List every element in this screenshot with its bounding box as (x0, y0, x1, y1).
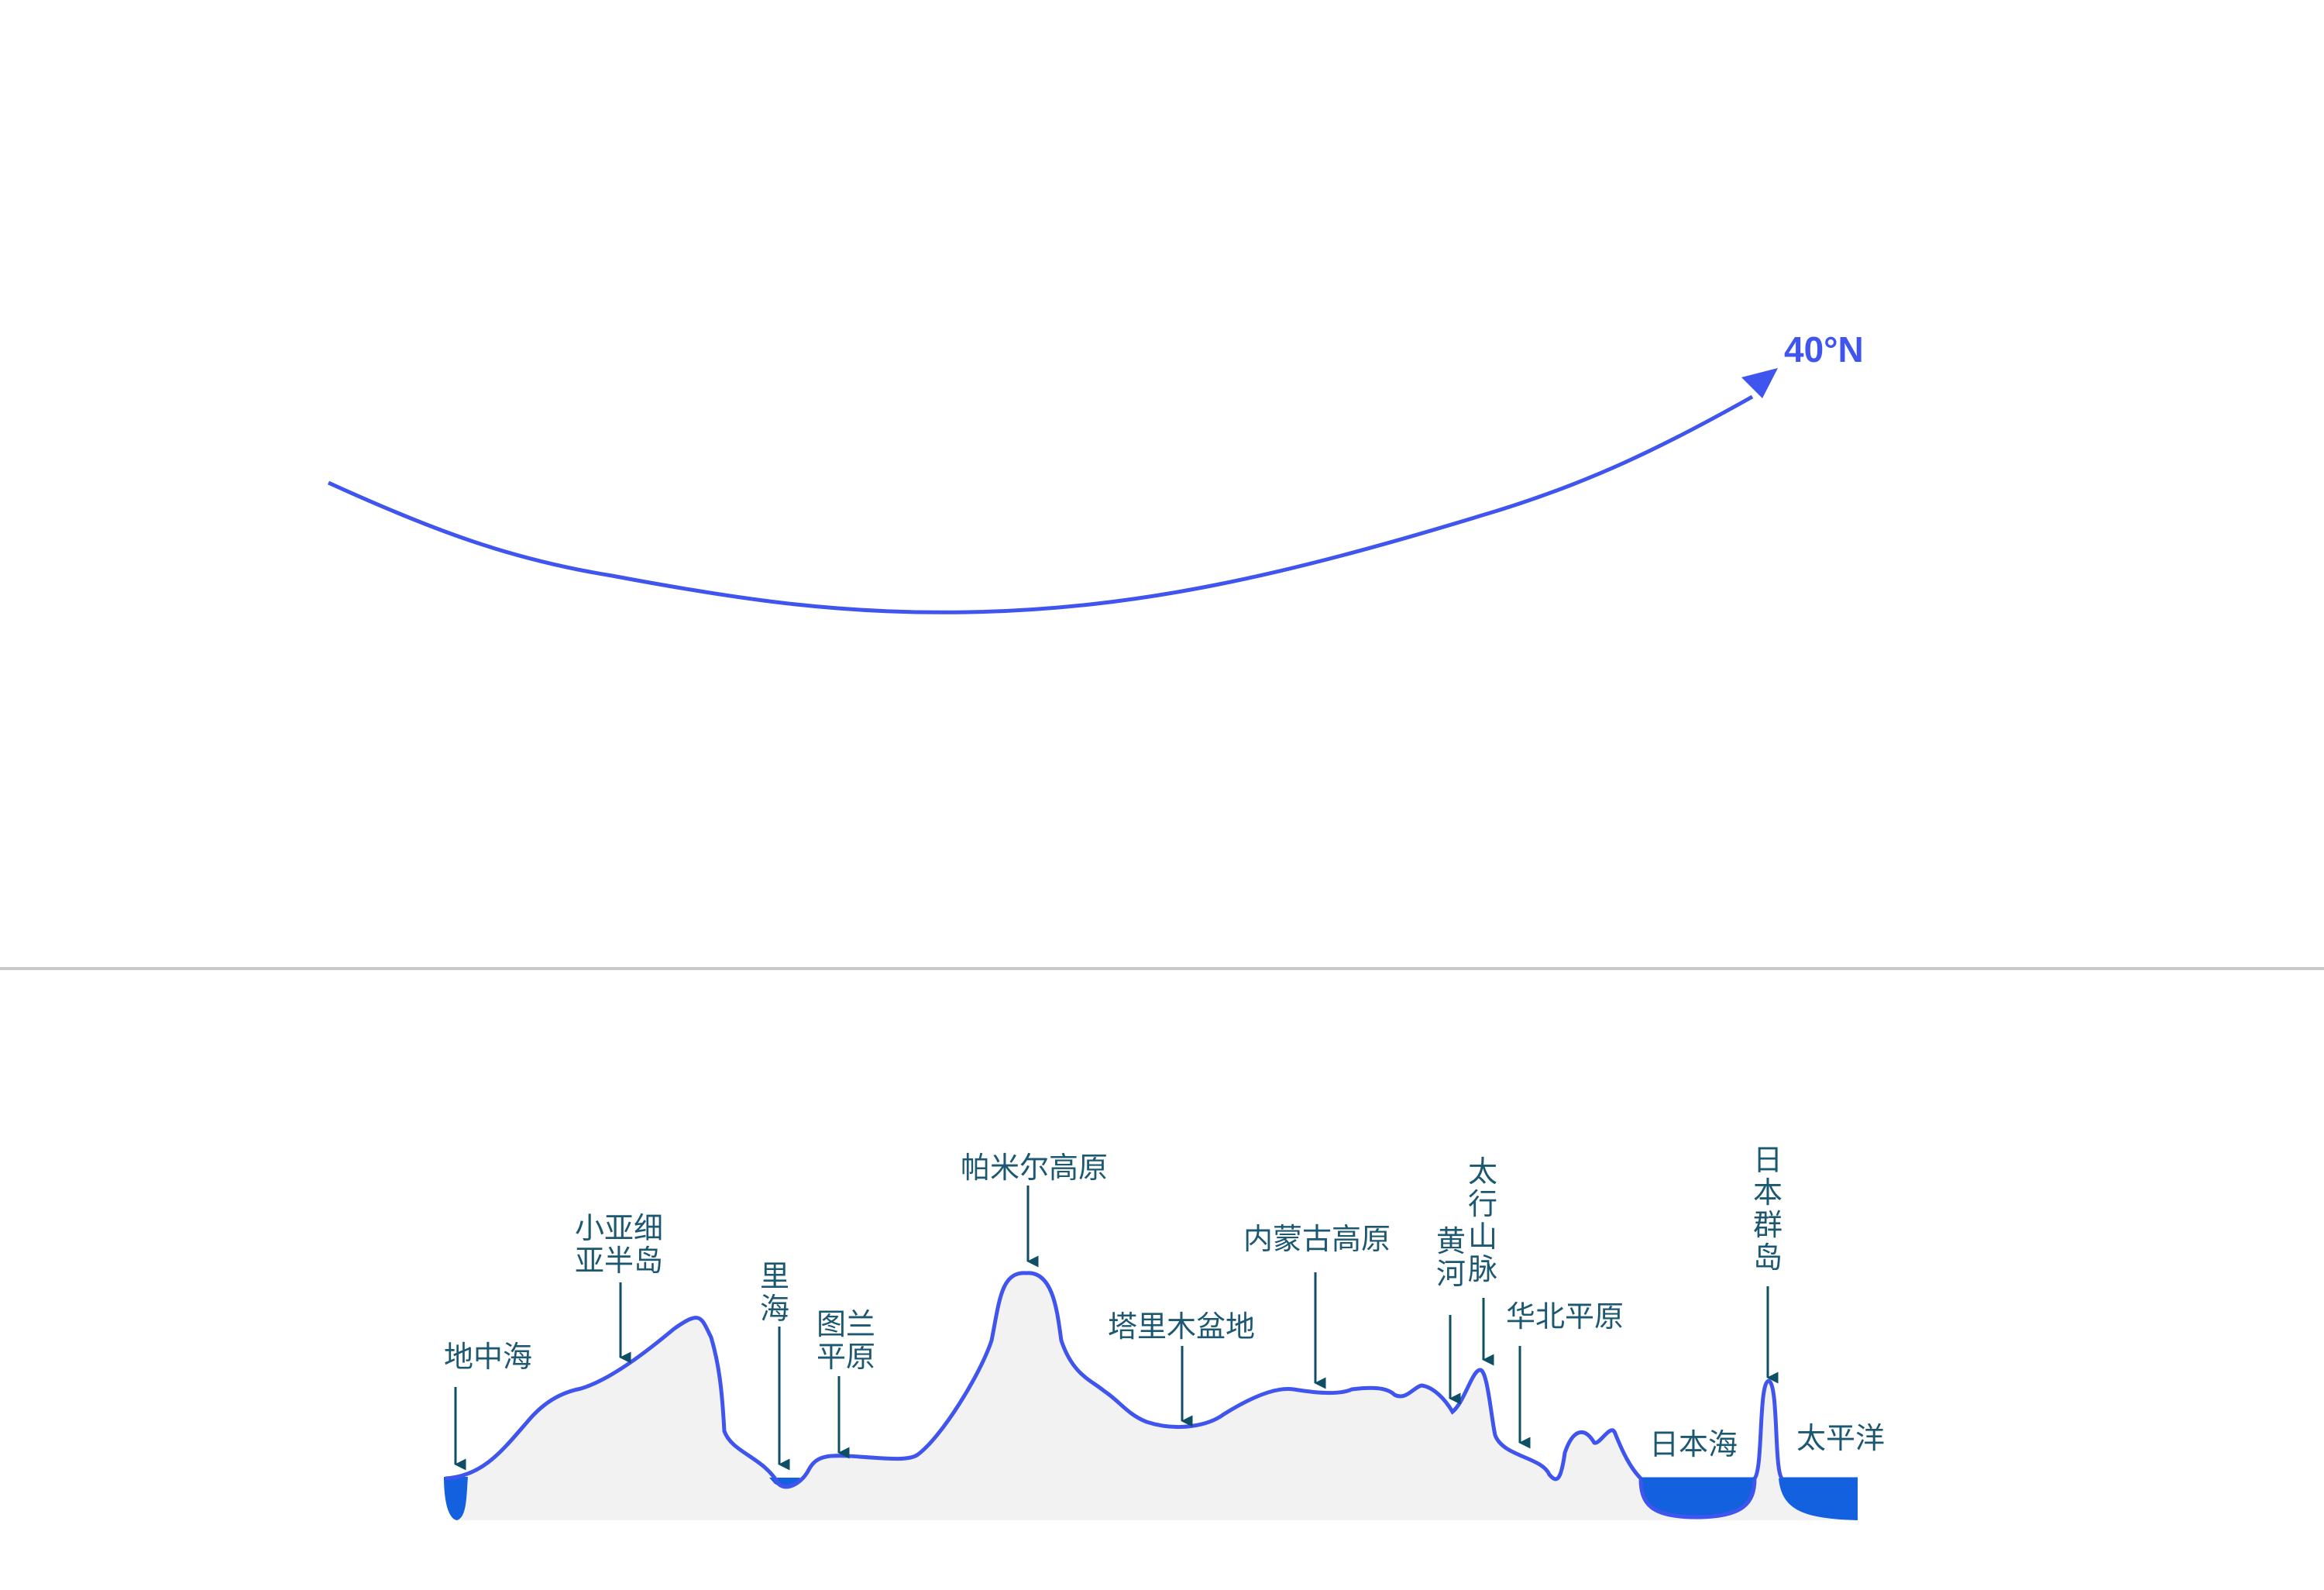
latitude-label: 40°N (1784, 329, 1864, 370)
label-taihang-line1: 太 (1468, 1155, 1497, 1189)
land-fill (445, 1272, 1858, 1520)
label-japan-islands-line4: 岛 (1753, 1241, 1783, 1275)
terrain-outline (445, 1271, 1784, 1519)
label-tarim: 塔里木盆地 (1108, 1310, 1255, 1344)
label-caspian-line2: 海 (760, 1292, 789, 1326)
latitude-curve-group: 40°N (327, 329, 1864, 614)
label-pamir: 帕米尔高原 (961, 1151, 1108, 1185)
label-taihang-line3: 山 (1468, 1220, 1497, 1254)
label-taihang-line4: 脉 (1468, 1252, 1497, 1286)
sea-of-japan-water (1641, 1478, 1755, 1517)
label-sea-of-japan: 日本海 (1649, 1427, 1738, 1461)
label-japan-islands-line3: 群 (1753, 1208, 1783, 1242)
label-taihang-line2: 行 (1468, 1187, 1497, 1221)
label-caspian-line1: 里 (760, 1259, 789, 1293)
label-asia-minor-line2: 亚半岛 (575, 1244, 663, 1278)
label-japan-islands-line1: 日 (1753, 1143, 1783, 1177)
label-yellow-river-line1: 黄 (1436, 1224, 1466, 1258)
label-mediterranean: 地中海 (444, 1340, 532, 1374)
terrain-labels: 地中海 小亚细 亚半岛 里 海 图兰 平原 帕米尔高原 塔里木盆地 内蒙古高原 … (444, 1143, 1885, 1461)
label-asia-minor-line1: 小亚细 (575, 1211, 663, 1245)
label-inner-mongolia: 内蒙古高原 (1243, 1222, 1391, 1256)
latitude-curve (327, 394, 1754, 614)
mediterranean-water (444, 1477, 468, 1520)
label-pacific: 太平洋 (1796, 1421, 1885, 1455)
label-yellow-river-line2: 河 (1436, 1257, 1466, 1291)
label-turan-line2: 平原 (816, 1340, 875, 1374)
pacific-water (1779, 1478, 1858, 1520)
label-japan-islands-line2: 本 (1753, 1175, 1783, 1210)
pointer-arrows (454, 1186, 1779, 1471)
terrain-profile (444, 1271, 1858, 1520)
label-north-china-plain: 华北平原 (1506, 1299, 1624, 1334)
label-turan-line1: 图兰 (816, 1307, 875, 1341)
latitude-arrowhead-icon (1741, 368, 1778, 398)
